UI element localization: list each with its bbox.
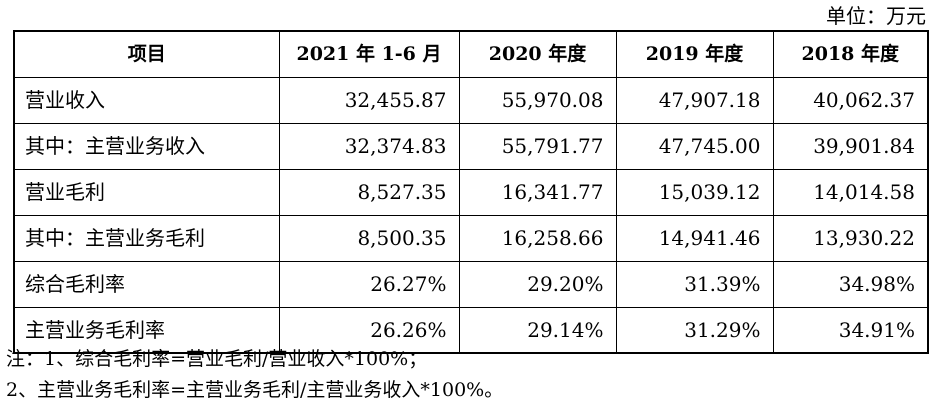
header-item: 项目 bbox=[13, 30, 280, 78]
cell-value: 16,341.77 bbox=[458, 168, 617, 216]
cell-value: 47,907.18 bbox=[615, 76, 774, 124]
footnote-2: 2、主营业务毛利率=主营业务毛利/主营业务收入*100%。 bbox=[6, 379, 504, 401]
header-2019: 2019 年度 bbox=[615, 30, 774, 78]
table-row: 其中：主营业务毛利 8,500.35 16,258.66 14,941.46 1… bbox=[13, 214, 929, 262]
cell-value: 31.39% bbox=[615, 260, 774, 308]
cell-value: 55,791.77 bbox=[458, 122, 617, 170]
header-2018: 2018 年度 bbox=[772, 30, 929, 78]
row-label: 营业收入 bbox=[13, 76, 280, 124]
cell-value: 8,500.35 bbox=[278, 214, 460, 262]
cell-value: 8,527.35 bbox=[278, 168, 460, 216]
table-header-row: 项目 2021 年 1-6 月 2020 年度 2019 年度 2018 年度 bbox=[13, 30, 929, 78]
cell-value: 26.26% bbox=[278, 306, 460, 354]
cell-value: 34.98% bbox=[772, 260, 929, 308]
cell-value: 29.20% bbox=[458, 260, 617, 308]
table-row: 综合毛利率 26.27% 29.20% 31.39% 34.98% bbox=[13, 260, 929, 308]
row-label: 主营业务毛利率 bbox=[13, 306, 280, 354]
row-label: 其中：主营业务收入 bbox=[13, 122, 280, 170]
unit-label: 单位：万元 bbox=[826, 4, 926, 28]
cell-value: 34.91% bbox=[772, 306, 929, 354]
cell-value: 32,374.83 bbox=[278, 122, 460, 170]
cell-value: 15,039.12 bbox=[615, 168, 774, 216]
footnotes: 注：1、综合毛利率=营业毛利/营业收入*100%； 2、主营业务毛利率=主营业务… bbox=[6, 344, 503, 406]
table-row: 其中：主营业务收入 32,374.83 55,791.77 47,745.00 … bbox=[13, 122, 929, 170]
cell-value: 32,455.87 bbox=[278, 76, 460, 124]
cell-value: 31.29% bbox=[615, 306, 774, 354]
table-row: 营业毛利 8,527.35 16,341.77 15,039.12 14,014… bbox=[13, 168, 929, 216]
cell-value: 13,930.22 bbox=[772, 214, 929, 262]
row-label: 营业毛利 bbox=[13, 168, 280, 216]
cell-value: 14,941.46 bbox=[615, 214, 774, 262]
cell-value: 26.27% bbox=[278, 260, 460, 308]
footnote-1: 注：1、综合毛利率=营业毛利/营业收入*100%； bbox=[6, 348, 428, 370]
table-row: 营业收入 32,455.87 55,970.08 47,907.18 40,06… bbox=[13, 76, 929, 124]
header-2020: 2020 年度 bbox=[458, 30, 617, 78]
cell-value: 47,745.00 bbox=[615, 122, 774, 170]
cell-value: 55,970.08 bbox=[458, 76, 617, 124]
row-label: 其中：主营业务毛利 bbox=[13, 214, 280, 262]
table-row: 主营业务毛利率 26.26% 29.14% 31.29% 34.91% bbox=[13, 306, 929, 354]
cell-value: 39,901.84 bbox=[772, 122, 929, 170]
cell-value: 16,258.66 bbox=[458, 214, 617, 262]
financial-table: 项目 2021 年 1-6 月 2020 年度 2019 年度 2018 年度 … bbox=[13, 30, 929, 354]
row-label: 综合毛利率 bbox=[13, 260, 280, 308]
header-2021h1: 2021 年 1-6 月 bbox=[278, 30, 460, 78]
cell-value: 14,014.58 bbox=[772, 168, 929, 216]
cell-value: 40,062.37 bbox=[772, 76, 929, 124]
